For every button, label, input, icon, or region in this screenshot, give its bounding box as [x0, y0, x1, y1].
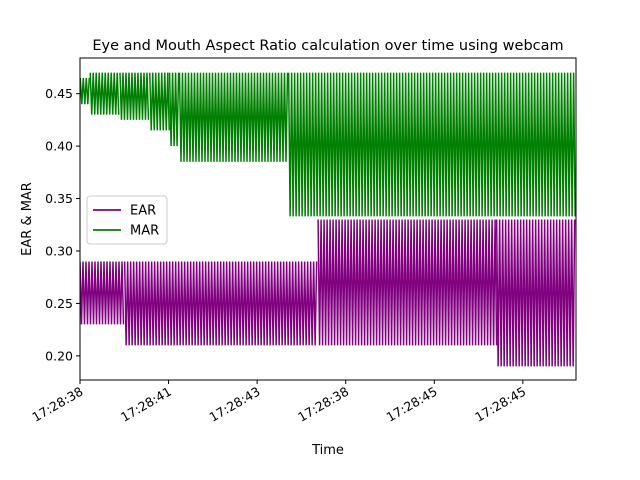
y-tick-label: 0.30: [45, 243, 73, 258]
legend-label-ear: EAR: [130, 204, 156, 219]
series-ear-segment: [495, 219, 576, 367]
plot-area: [80, 72, 576, 367]
x-axis-label: Time: [311, 443, 344, 458]
series-mar-segment: [148, 72, 170, 131]
series-ear-segment: [123, 261, 318, 346]
y-tick-label: 0.35: [45, 191, 73, 206]
series-mar-segment: [287, 72, 576, 217]
series-mar-segment: [168, 72, 180, 147]
y-tick-label: 0.25: [45, 296, 73, 311]
y-axis-label: EAR & MAR: [20, 182, 35, 256]
y-axis-ticks: 0.20 0.25 0.30 0.35 0.40 0.45: [45, 86, 80, 363]
series-mar-segment: [178, 72, 289, 162]
series-ear-segment: [80, 261, 125, 325]
y-tick-label: 0.40: [45, 139, 73, 154]
series-mar-segment: [119, 72, 150, 120]
chart-title: Eye and Mouth Aspect Ratio calculation o…: [92, 38, 563, 54]
series-ear: [80, 219, 576, 367]
legend-box: [86, 195, 168, 245]
series-mar: [80, 72, 576, 217]
legend-label-mar: MAR: [130, 224, 159, 239]
axes-frame: [79, 57, 577, 381]
series-ear-segment: [317, 219, 498, 346]
series-mar-segment: [89, 72, 120, 115]
series-mar-segment: [80, 77, 91, 105]
legend: EAR MAR: [86, 195, 168, 245]
y-tick-label: 0.20: [45, 348, 73, 363]
y-tick-label: 0.45: [45, 86, 73, 101]
